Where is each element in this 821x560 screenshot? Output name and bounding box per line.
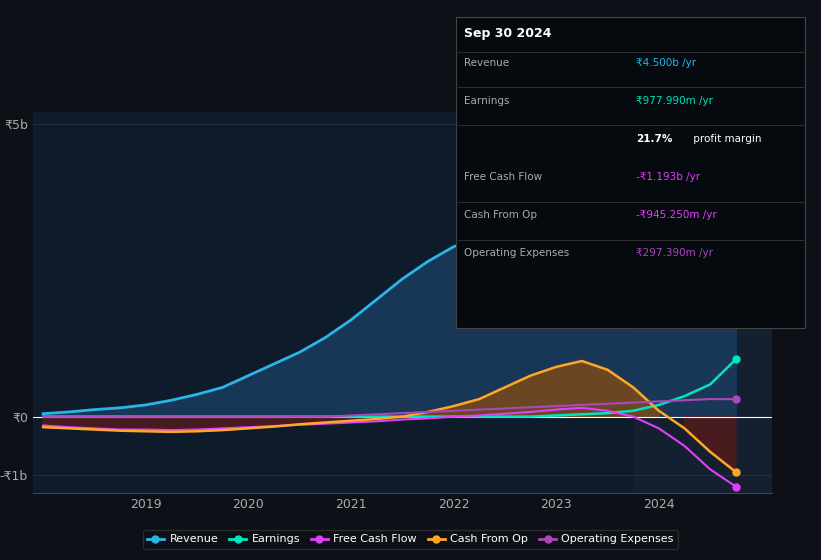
Point bbox=[729, 395, 742, 404]
Text: Cash From Op: Cash From Op bbox=[464, 210, 537, 220]
Point bbox=[729, 468, 742, 477]
Text: Revenue: Revenue bbox=[464, 58, 509, 68]
Legend: Revenue, Earnings, Free Cash Flow, Cash From Op, Operating Expenses: Revenue, Earnings, Free Cash Flow, Cash … bbox=[143, 530, 678, 549]
Text: Free Cash Flow: Free Cash Flow bbox=[464, 172, 542, 182]
Text: -₹1.193b /yr: -₹1.193b /yr bbox=[636, 172, 700, 182]
Text: ₹297.390m /yr: ₹297.390m /yr bbox=[636, 248, 713, 258]
Text: 21.7%: 21.7% bbox=[636, 134, 672, 144]
Text: ₹4.500b /yr: ₹4.500b /yr bbox=[636, 58, 696, 68]
Point bbox=[729, 143, 742, 152]
Text: -₹945.250m /yr: -₹945.250m /yr bbox=[636, 210, 717, 220]
Text: Sep 30 2024: Sep 30 2024 bbox=[464, 27, 552, 40]
Text: Earnings: Earnings bbox=[464, 96, 509, 106]
Bar bbox=[633, 112, 782, 493]
Text: Operating Expenses: Operating Expenses bbox=[464, 248, 569, 258]
Text: profit margin: profit margin bbox=[690, 134, 761, 144]
Point bbox=[729, 482, 742, 491]
Text: ₹977.990m /yr: ₹977.990m /yr bbox=[636, 96, 713, 106]
Point bbox=[729, 355, 742, 364]
